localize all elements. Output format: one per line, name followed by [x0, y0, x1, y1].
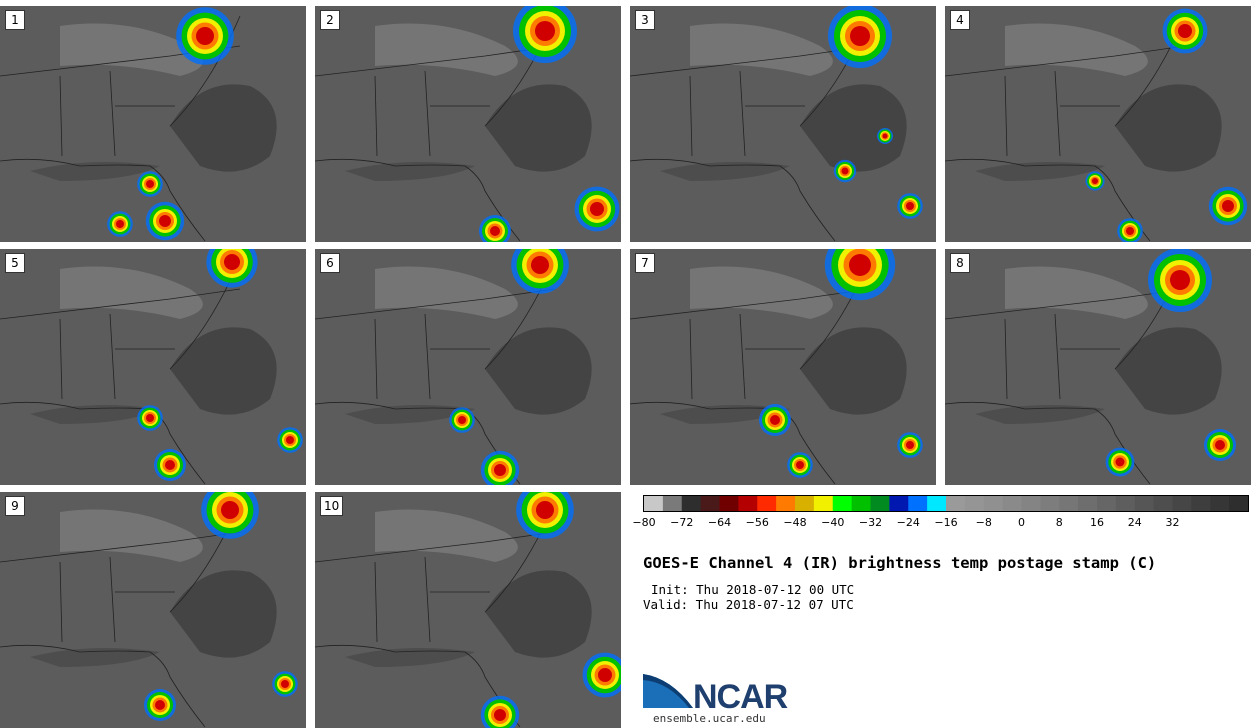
colorbar-bin — [908, 496, 928, 511]
colorbar-bin — [946, 496, 966, 511]
colorbar-bin — [1097, 496, 1117, 511]
colorbar-tick-label: 8 — [1055, 516, 1063, 529]
panel-label: 3 — [635, 10, 655, 30]
colorbar-bin — [964, 496, 985, 511]
colorbar-tick-label: −40 — [821, 516, 845, 529]
panel-label: 8 — [950, 253, 970, 273]
panel-label: 6 — [320, 253, 340, 273]
colorbar-bin — [1210, 496, 1230, 511]
panel-label: 4 — [950, 10, 970, 30]
panel-label: 1 — [5, 10, 25, 30]
colorbar-bin — [1040, 496, 1060, 511]
colorbar-tick-label: −8 — [975, 516, 992, 529]
colorbar-bin — [889, 496, 909, 511]
colorbar-tick-label: −24 — [896, 516, 920, 529]
colorbar-tick-label: 32 — [1165, 516, 1180, 529]
colorbar-tick-label: −72 — [670, 516, 694, 529]
figure-title: GOES-E Channel 4 (IR) brightness temp po… — [643, 554, 1157, 572]
map-panel-7: 7 — [630, 249, 936, 485]
panel-label: 2 — [320, 10, 340, 30]
colorbar-bin — [700, 496, 720, 511]
colorbar-tick-label: −64 — [707, 516, 732, 529]
panel-label: 5 — [5, 253, 25, 273]
colorbar-bin — [1134, 496, 1155, 511]
colorbar-bin — [1153, 496, 1173, 511]
colorbar-tick-label: 24 — [1127, 516, 1142, 529]
colorbar-bin — [776, 496, 796, 511]
colorbar-bin — [1078, 496, 1098, 511]
colorbar-bin — [983, 496, 1004, 511]
colorbar-bin — [927, 496, 947, 511]
panel-label: 7 — [635, 253, 655, 273]
colorbar-tick-label: 16 — [1090, 516, 1104, 529]
colorbar-bin — [644, 496, 664, 511]
ncar-logo-icon — [643, 674, 693, 708]
map-panel-3: 3 — [630, 6, 936, 242]
colorbar-tick-label: −80 — [632, 516, 656, 529]
ncar-logo-text: NCAR — [693, 678, 788, 716]
colorbar-bin — [738, 496, 758, 511]
colorbar-bin — [813, 496, 834, 511]
colorbar-bin — [1059, 496, 1079, 511]
colorbar-bin — [795, 496, 815, 511]
colorbar-bin — [832, 496, 853, 511]
colorbar-bin — [1191, 496, 1211, 511]
map-panel-1: 1 — [0, 6, 306, 242]
colorbar — [643, 495, 1249, 512]
colorbar-tick-label: −56 — [745, 516, 769, 529]
colorbar-bin — [870, 496, 890, 511]
colorbar-bin — [1115, 496, 1136, 511]
colorbar-bin — [719, 496, 739, 511]
map-panel-9: 9 — [0, 492, 306, 728]
colorbar-bin — [1229, 496, 1249, 511]
colorbar-bin — [1002, 496, 1022, 511]
map-panel-8: 8 — [945, 249, 1251, 485]
panel-label: 10 — [320, 496, 344, 516]
colorbar-bin — [681, 496, 702, 511]
valid-time: Valid: Thu 2018-07-12 07 UTC — [643, 597, 854, 612]
colorbar-bin — [1021, 496, 1041, 511]
colorbar-bin — [851, 496, 871, 511]
colorbar-bin — [1172, 496, 1192, 511]
map-panel-2: 2 — [315, 6, 621, 242]
map-panel-10: 10 — [315, 492, 621, 728]
map-panel-5: 5 — [0, 249, 306, 485]
map-panel-4: 4 — [945, 6, 1251, 242]
map-panel-6: 6 — [315, 249, 621, 485]
colorbar-tick-label: −16 — [934, 516, 958, 529]
colorbar-bin — [757, 496, 777, 511]
init-time: Init: Thu 2018-07-12 00 UTC — [651, 582, 855, 597]
colorbar-bin — [662, 496, 683, 511]
colorbar-tick-label: −48 — [783, 516, 807, 529]
logo-url: ensemble.ucar.edu — [653, 712, 766, 725]
panel-label: 9 — [5, 496, 25, 516]
colorbar-tick-label: −32 — [858, 516, 883, 529]
colorbar-tick-label: 0 — [1018, 516, 1025, 529]
